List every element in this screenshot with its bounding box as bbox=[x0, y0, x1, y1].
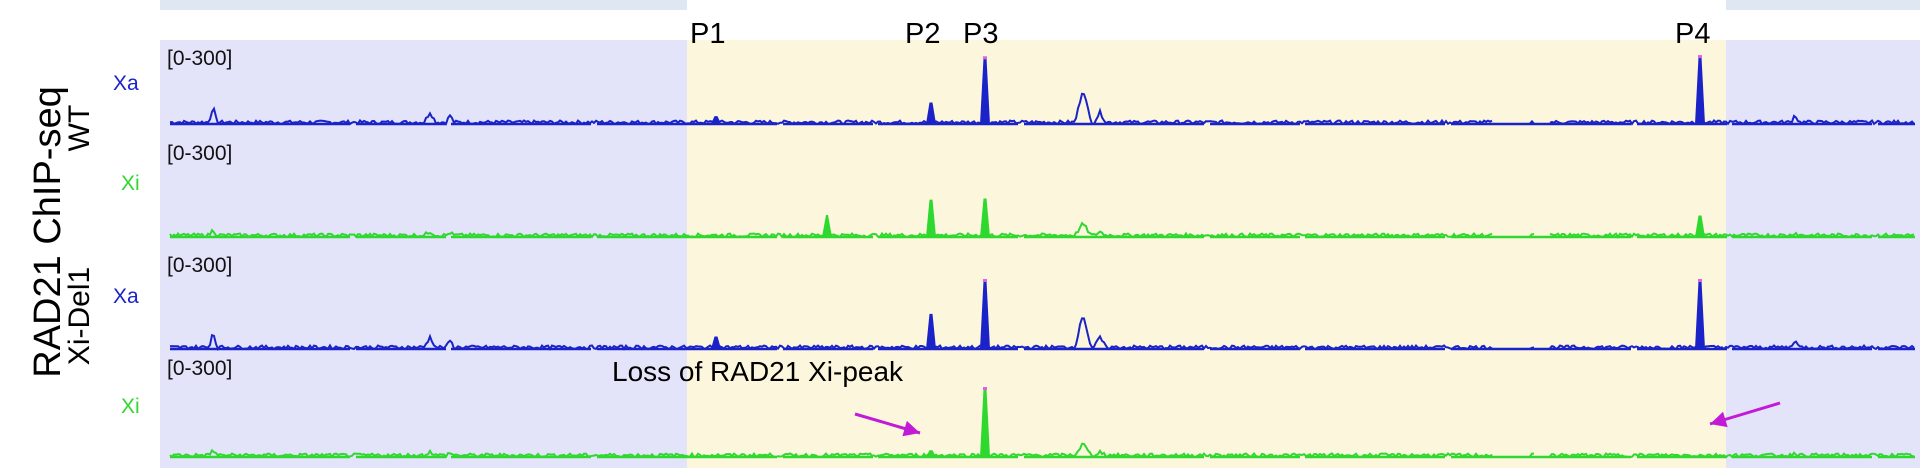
right-flank-region bbox=[1726, 40, 1920, 468]
allele-label-xa-del1: Xa bbox=[113, 285, 139, 308]
track-4-xi bbox=[169, 387, 1915, 459]
clipped-peak-marker bbox=[1698, 279, 1702, 282]
track-range-4: [0-300] bbox=[167, 357, 233, 380]
peak-label-p4: P4 bbox=[1675, 18, 1711, 50]
peak-p2 bbox=[926, 102, 936, 124]
annotation-arrows bbox=[854, 401, 1781, 437]
peak-label-p2: P2 bbox=[905, 18, 941, 50]
loss-annotation: Loss of RAD21 Xi-peak bbox=[612, 356, 904, 387]
peak-p1 bbox=[711, 116, 721, 124]
condition-label-xi-del1: Xi-Del1 bbox=[63, 266, 96, 366]
clipped-peak-marker bbox=[983, 279, 987, 282]
deletion-region bbox=[687, 40, 1726, 468]
peak-p4 bbox=[1695, 215, 1705, 237]
clipped-peak-marker bbox=[983, 387, 987, 390]
peak-p2 bbox=[926, 313, 936, 349]
peak-p1 bbox=[711, 235, 721, 237]
peak-label-p3: P3 bbox=[963, 18, 999, 50]
peak-p1 bbox=[711, 336, 721, 349]
peak-p3 bbox=[980, 58, 990, 124]
peak-label-p1: P1 bbox=[690, 18, 726, 50]
arrow-p4-loss bbox=[1709, 401, 1781, 428]
allele-label-xi-wt: Xi bbox=[121, 172, 140, 195]
clipped-peak-marker bbox=[1698, 55, 1702, 59]
arrow-p2-loss bbox=[854, 412, 921, 437]
track-2-xi bbox=[169, 198, 1915, 239]
track-range-1: [0-300] bbox=[167, 47, 233, 70]
left-flank-region bbox=[160, 40, 687, 468]
track-3-xa bbox=[169, 279, 1915, 352]
allele-label-xi-del1: Xi bbox=[121, 395, 140, 418]
peak-p2 bbox=[926, 450, 936, 457]
peak-p3 bbox=[980, 389, 990, 457]
top-strip-left bbox=[160, 0, 687, 10]
peak-p4 bbox=[1695, 456, 1705, 457]
peak-p3 bbox=[980, 198, 990, 237]
condition-label-wt: WT bbox=[63, 104, 96, 152]
peak-p4 bbox=[1695, 281, 1705, 349]
peak-p3 bbox=[980, 281, 990, 349]
peak-p1 bbox=[711, 455, 721, 457]
track-range-3: [0-300] bbox=[167, 254, 233, 277]
clipped-peak-marker bbox=[983, 56, 987, 60]
peak-p2 bbox=[926, 199, 936, 237]
track-1-xa bbox=[169, 55, 1915, 126]
peak-p4 bbox=[1695, 57, 1705, 124]
minor-peak bbox=[822, 215, 832, 237]
track-range-2: [0-300] bbox=[167, 142, 233, 165]
allele-label-xa-wt: Xa bbox=[113, 72, 139, 95]
top-strip-right bbox=[1726, 0, 1920, 10]
signal-tracks bbox=[169, 55, 1915, 459]
